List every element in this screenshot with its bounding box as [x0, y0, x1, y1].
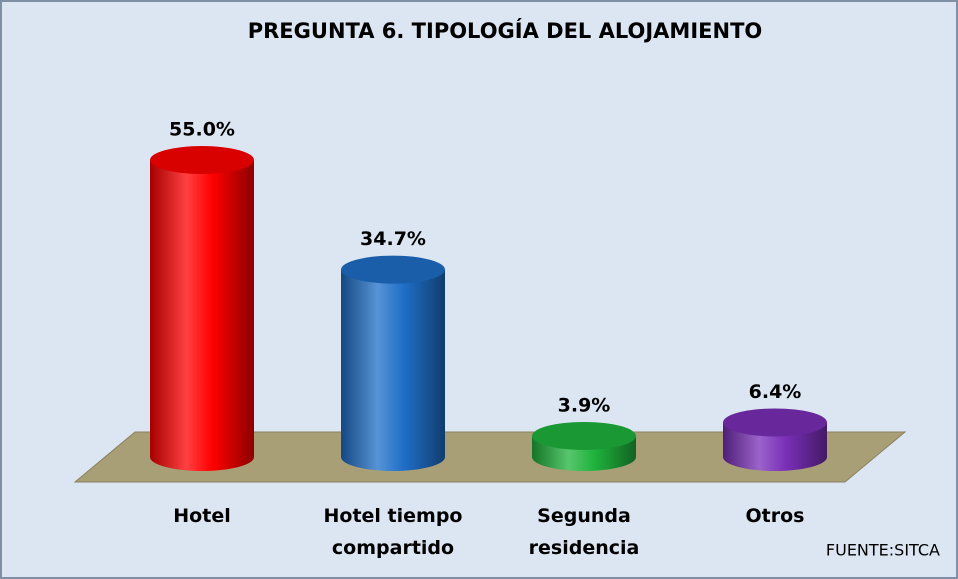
category-label: Hotel tiempo compartido [323, 505, 463, 559]
category-label: Otros [745, 505, 805, 527]
value-label: 55.0% [169, 119, 235, 141]
value-label: 34.7% [360, 228, 426, 250]
source-note: FUENTE:SITCA [826, 541, 940, 560]
floor [73, 431, 907, 483]
bar [723, 422, 827, 471]
bar-top [341, 255, 445, 284]
value-label: 6.4% [749, 381, 802, 403]
bar-top [532, 421, 636, 450]
category-label: Hotel [173, 505, 231, 527]
category-label: Segunda residencia [528, 505, 640, 559]
value-label: 3.9% [558, 394, 611, 416]
bar [150, 160, 254, 471]
chart-title: PREGUNTA 6. TIPOLOGÍA DEL ALOJAMIENTO [248, 18, 763, 43]
bar-top [150, 146, 254, 174]
bar-top [723, 408, 827, 437]
bar [341, 269, 445, 471]
